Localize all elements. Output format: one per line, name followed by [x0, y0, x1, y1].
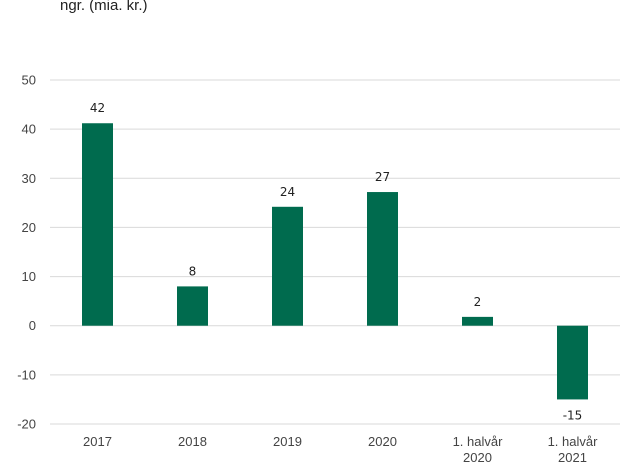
data-label: 42: [90, 101, 105, 115]
x-tick-label: 1. halvår: [548, 434, 599, 449]
y-tick-label: 30: [22, 171, 36, 186]
x-tick-label: 2018: [178, 434, 207, 449]
y-tick-label: -10: [17, 367, 36, 382]
bars: [82, 123, 588, 400]
bar: [82, 123, 113, 326]
y-tick-label: 50: [22, 73, 36, 88]
gridlines: [50, 79, 620, 425]
x-tick-label: 2020: [368, 434, 397, 449]
data-label: 27: [375, 170, 390, 184]
y-tick-label: 40: [22, 122, 36, 137]
data-label: -15: [563, 408, 583, 422]
bar: [462, 316, 493, 326]
bar: [272, 206, 303, 326]
data-labels: 42 8 24 27 2 -15: [90, 101, 582, 422]
y-axis-ticks: 50 40 30 20 10 0 -10 -20: [17, 73, 36, 432]
x-tick-label: 2021: [558, 450, 587, 465]
y-tick-label: -20: [17, 417, 36, 432]
data-label: 24: [280, 185, 295, 199]
x-tick-label: 2019: [273, 434, 302, 449]
y-tick-label: 0: [29, 318, 36, 333]
x-tick-label: 2020: [463, 450, 492, 465]
chart-title: ngr. (mia. kr.): [60, 0, 148, 14]
y-tick-label: 10: [22, 269, 36, 284]
data-label: 2: [474, 295, 482, 309]
x-tick-label: 1. halvår: [453, 434, 504, 449]
x-tick-label: 2017: [83, 434, 112, 449]
y-tick-label: 20: [22, 220, 36, 235]
data-label: 8: [189, 264, 197, 278]
bar: [367, 192, 398, 326]
bar: [177, 286, 208, 326]
bar: [557, 325, 588, 400]
